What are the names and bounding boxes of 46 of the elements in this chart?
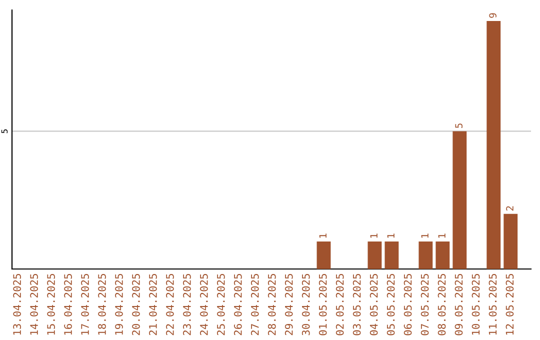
bar — [316, 241, 331, 269]
x-tick-label: 14.04.2025 — [30, 274, 38, 335]
x-tick-label: 21.04.2025 — [149, 274, 157, 336]
bar — [504, 214, 518, 269]
x-tick-label: 24.04.2025 — [200, 274, 208, 336]
x-tick-label: 28.04.2025 — [268, 274, 276, 336]
data-label: 1 — [319, 234, 326, 238]
data-label: 5 — [455, 124, 462, 128]
data-label: 1 — [370, 234, 378, 238]
x-tick-label: 19.04.2025 — [115, 274, 123, 335]
bar — [368, 241, 382, 269]
x-tick-label: 09.05.2025 — [454, 274, 463, 336]
bar — [486, 21, 501, 269]
data-label: 9 — [489, 13, 496, 18]
x-tick-label: 23.04.2025 — [183, 274, 191, 336]
x-tick-label: 20.04.2025 — [132, 274, 140, 336]
x-tick-label: 06.05.2025 — [404, 274, 412, 336]
x-tick-label: 15.04.2025 — [47, 274, 55, 335]
x-tick-label: 04.05.2025 — [370, 274, 378, 336]
x-tick-label: 05.05.2025 — [386, 274, 395, 336]
x-tick-label: 22.04.2025 — [166, 274, 174, 336]
x-tick-label: 25.04.2025 — [216, 274, 225, 336]
bar — [384, 241, 399, 269]
data-label: 2 — [506, 206, 514, 211]
x-tick-label: 11.05.2025 — [488, 274, 497, 335]
x-tick-label: 26.04.2025 — [234, 274, 242, 336]
x-tick-label: 17.04.2025 — [81, 274, 89, 335]
data-label: 1 — [421, 234, 428, 238]
x-tick-label: 29.04.2025 — [284, 274, 293, 336]
x-tick-label: 13.04.2025 — [13, 274, 21, 335]
x-tick-label: 03.05.2025 — [352, 274, 361, 336]
bar — [452, 131, 467, 269]
data-label: 1 — [387, 234, 394, 238]
data-label: 1 — [438, 234, 446, 238]
x-tick-label: 30.04.2025 — [302, 274, 310, 336]
x-tick-label: 18.04.2025 — [98, 274, 106, 335]
x-tick-label: 02.05.2025 — [336, 274, 344, 336]
x-tick-label: 27.04.2025 — [250, 274, 259, 336]
x-tick-label: 10.05.2025 — [472, 274, 480, 335]
bar — [418, 241, 433, 269]
bar — [436, 241, 450, 269]
x-tick-label: 08.05.2025 — [438, 274, 446, 336]
x-tick-label: 01.05.2025 — [318, 274, 327, 336]
x-tick-label: 07.05.2025 — [420, 274, 429, 336]
x-tick-label: 12.05.2025 — [506, 274, 514, 335]
x-tick-label: 16.04.2025 — [64, 274, 72, 335]
